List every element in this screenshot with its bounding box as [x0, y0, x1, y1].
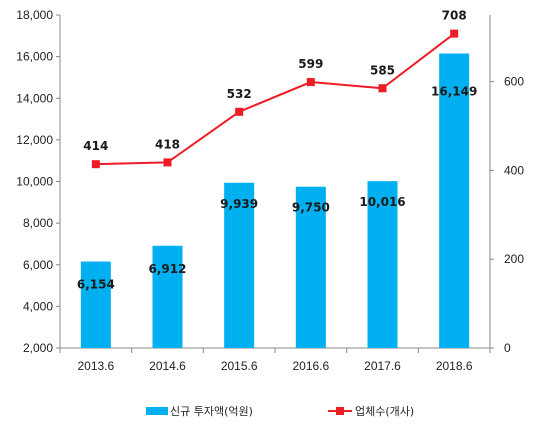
- x-tick-label: 2018.6: [436, 359, 473, 373]
- y-left-tick-label: 10,000: [16, 175, 53, 189]
- bar-data-label: 10,016: [359, 195, 405, 209]
- legend-swatch-marker: [336, 407, 344, 415]
- x-tick-label: 2016.6: [292, 359, 329, 373]
- line-data-label: 532: [227, 87, 252, 101]
- y-left-tick-label: 2,000: [23, 341, 53, 355]
- y-right-tick-label: 0: [504, 341, 511, 355]
- legend: 신규 투자액(억원) 업체수(개사): [146, 405, 414, 418]
- y-left-tick-label: 18,000: [16, 8, 53, 22]
- line-marker: [163, 158, 172, 167]
- bar: [152, 245, 183, 348]
- y-left-tick-label: 4,000: [23, 299, 53, 313]
- x-tick-label: 2017.6: [364, 359, 401, 373]
- legend-label-bar: 신규 투자액(억원): [170, 405, 253, 418]
- line-data-label: 708: [442, 9, 467, 23]
- y-right-tick-label: 600: [504, 75, 524, 89]
- bar: [224, 182, 255, 348]
- bar-data-label: 9,750: [292, 201, 330, 215]
- bar: [367, 181, 398, 348]
- line-marker: [235, 107, 244, 116]
- line-marker: [450, 29, 459, 38]
- line-marker: [306, 78, 315, 87]
- line-data-label: 418: [155, 137, 180, 151]
- line-marker: [378, 84, 387, 93]
- y-left-tick-label: 8,000: [23, 216, 53, 230]
- line-marker: [91, 160, 100, 169]
- line-data-label: 599: [298, 57, 323, 71]
- y-right-tick-label: 400: [504, 163, 524, 177]
- line-data-label: 585: [370, 63, 395, 77]
- bar: [80, 261, 111, 348]
- y-left-tick-label: 12,000: [16, 133, 53, 147]
- bar: [295, 186, 326, 348]
- legend-swatch-bar: [146, 407, 168, 415]
- line-path: [95, 32, 455, 166]
- line-data-label: 414: [83, 139, 108, 153]
- bar-data-label: 6,154: [77, 278, 115, 292]
- bar: [439, 53, 470, 349]
- axes: 2,000 4,000 6,000 8,000 10,000 12,000 14,000 16…: [16, 8, 524, 373]
- line-series: [91, 29, 459, 169]
- y-right-tick-label: 200: [504, 252, 524, 266]
- bar-series: [80, 53, 470, 349]
- x-tick-label: 2014.6: [149, 359, 186, 373]
- bar-data-label: 16,149: [431, 85, 477, 99]
- x-tick-label: 2013.6: [77, 359, 114, 373]
- y-left-tick-label: 14,000: [16, 91, 53, 105]
- bar-data-label: 9,939: [220, 197, 258, 211]
- data-labels: 6,154 6,912 9,939 9,750 10,016 16,149 414 418 53…: [77, 9, 477, 292]
- y-left-tick-label: 16,000: [16, 50, 53, 64]
- legend-label-line: 업체수(개사): [355, 405, 414, 418]
- x-tick-label: 2015.6: [221, 359, 258, 373]
- bar-data-label: 6,912: [149, 262, 187, 276]
- y-left-tick-label: 6,000: [23, 258, 53, 272]
